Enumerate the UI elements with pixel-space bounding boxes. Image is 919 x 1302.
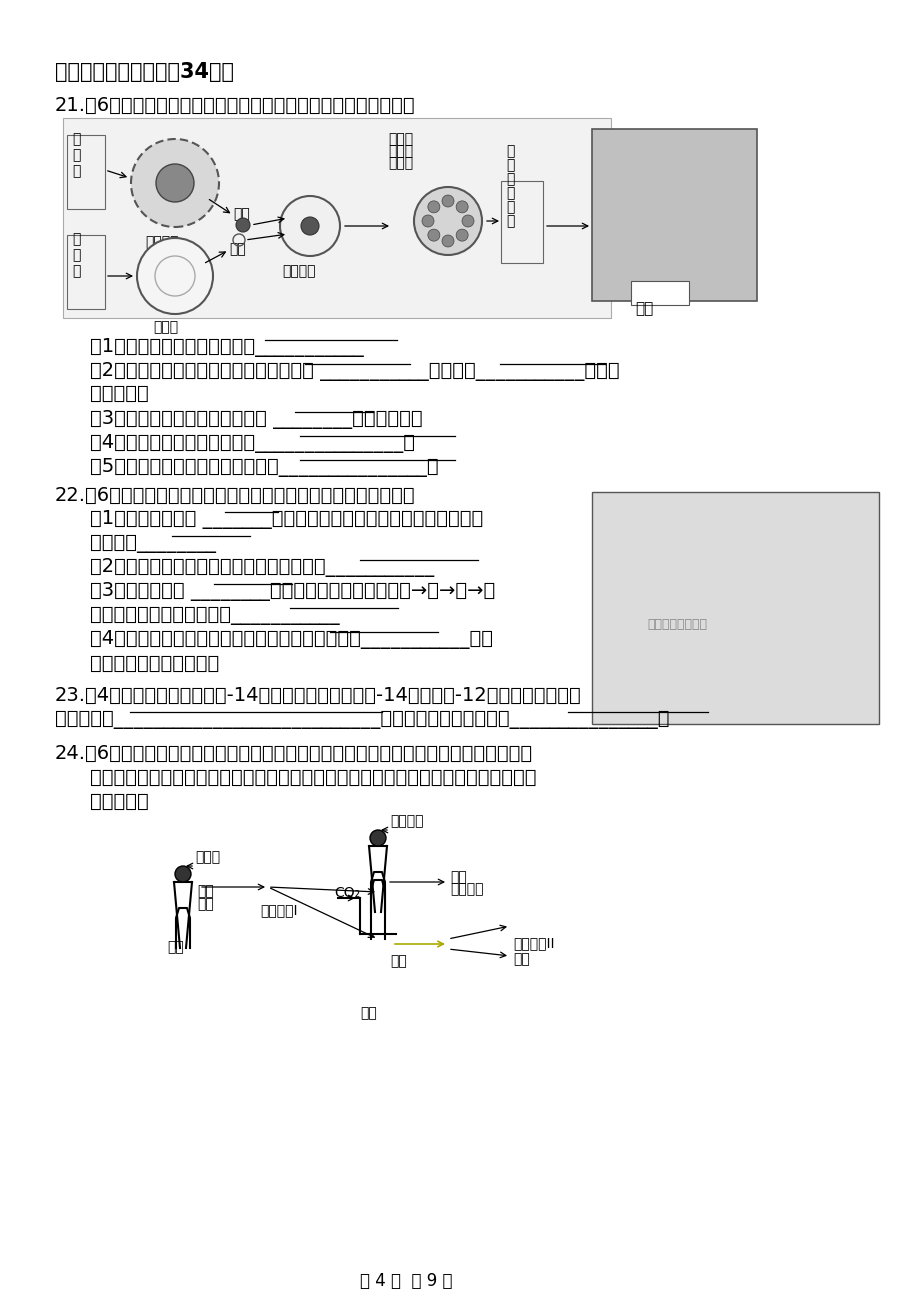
Circle shape xyxy=(279,197,340,256)
Text: 子: 子 xyxy=(505,201,514,214)
Text: 卵细胞: 卵细胞 xyxy=(153,320,178,335)
Circle shape xyxy=(369,829,386,846)
Text: 甲: 甲 xyxy=(72,132,80,146)
Circle shape xyxy=(414,187,482,255)
Text: 过滤: 过滤 xyxy=(390,954,406,967)
Circle shape xyxy=(156,164,194,202)
FancyBboxPatch shape xyxy=(591,492,878,724)
Circle shape xyxy=(422,215,434,227)
Text: 羊: 羊 xyxy=(72,264,80,279)
Text: 过滤: 过滤 xyxy=(197,897,213,911)
Text: （3）太阳能通过 ________过程流入该生态系统，在草→鼠→蛇→鹰: （3）太阳能通过 ________过程流入该生态系统，在草→鼠→蛇→鹰 xyxy=(90,582,494,602)
Text: 绵: 绵 xyxy=(505,158,514,172)
Text: 期胚胎: 期胚胎 xyxy=(388,156,413,171)
Text: 体外培: 体外培 xyxy=(388,132,413,146)
Text: 早期胚胎。: 早期胚胎。 xyxy=(90,384,149,404)
Circle shape xyxy=(441,195,453,207)
Text: 物质组成。为探究该白色固体的组成，某小组取适量样品按下列流程进行实验。请回答: 物质组成。为探究该白色固体的组成，某小组取适量样品按下列流程进行实验。请回答 xyxy=(90,768,536,786)
Text: （4）丙绵羊所起的主要作用是_______________。: （4）丙绵羊所起的主要作用是_______________。 xyxy=(90,434,414,453)
Text: 乙: 乙 xyxy=(72,232,80,246)
Text: 乳腺细胞: 乳腺细胞 xyxy=(145,234,178,249)
FancyBboxPatch shape xyxy=(501,181,542,263)
Text: 羊: 羊 xyxy=(505,172,514,186)
Circle shape xyxy=(427,201,439,212)
Text: 羊: 羊 xyxy=(72,164,80,178)
Text: 沉淀: 沉淀 xyxy=(449,870,466,884)
Text: 食物链中能量流动的特点是___________: 食物链中能量流动的特点是___________ xyxy=(90,605,339,625)
Text: （5）产生多莉绵羊的生殖类型属于_______________。: （5）产生多莉绵羊的生殖类型属于_______________。 xyxy=(90,458,438,477)
Circle shape xyxy=(175,866,191,881)
FancyBboxPatch shape xyxy=(62,118,610,318)
FancyBboxPatch shape xyxy=(630,281,688,305)
Text: 适量水: 适量水 xyxy=(195,850,220,865)
Text: （4）组成生物体的碳、氮等基本化学元素在生物与___________之间: （4）组成生物体的碳、氮等基本化学元素在生物与___________之间 xyxy=(90,630,493,648)
Text: （1）培育多莉绵羊的技术称为___________: （1）培育多莉绵羊的技术称为___________ xyxy=(90,339,363,357)
Text: 适量盐酸: 适量盐酸 xyxy=(390,814,423,828)
Text: 下列问题：: 下列问题： xyxy=(90,792,149,811)
Circle shape xyxy=(461,215,473,227)
Text: 绵: 绵 xyxy=(72,148,80,161)
Circle shape xyxy=(441,234,453,247)
Text: （3）多莉绵羊的遗传性状与图中 ________绵羊最相似。: （3）多莉绵羊的遗传性状与图中 ________绵羊最相似。 xyxy=(90,410,422,428)
Text: 的: 的 xyxy=(505,186,514,201)
Text: 第 4 页  共 9 页: 第 4 页 共 9 页 xyxy=(359,1272,452,1290)
Text: 消费者是________: 消费者是________ xyxy=(90,534,216,553)
Circle shape xyxy=(427,229,439,241)
Text: 滤液: 滤液 xyxy=(359,1006,377,1019)
FancyBboxPatch shape xyxy=(591,129,756,301)
Text: 样品: 样品 xyxy=(167,940,184,954)
Text: CO₂: CO₂ xyxy=(334,885,359,900)
Text: （1）该食物网共有 _______条食物链，图中直接食物来源只有两种的: （1）该食物网共有 _______条食物链，图中直接食物来源只有两种的 xyxy=(90,510,482,529)
Text: 重组细胞: 重组细胞 xyxy=(282,264,315,279)
Text: 不同之处是___________________________，它们的原子质量之比是_______________。: 不同之处是___________________________，它们的原子质量… xyxy=(55,710,669,729)
Text: 去核: 去核 xyxy=(229,242,245,256)
Text: 滤液: 滤液 xyxy=(513,952,529,966)
Text: 丙: 丙 xyxy=(505,145,514,158)
Circle shape xyxy=(137,238,213,314)
Text: （食物网示意图）: （食物网示意图） xyxy=(646,618,706,631)
Text: 绵: 绵 xyxy=(72,247,80,262)
Circle shape xyxy=(130,139,219,227)
Text: （2）右图未表示出来的生态系统生物成分是___________: （2）右图未表示出来的生态系统生物成分是___________ xyxy=(90,559,434,577)
Text: 白色沉淀II: 白色沉淀II xyxy=(513,936,554,950)
FancyBboxPatch shape xyxy=(67,234,105,309)
Text: 24.（6分）有一包白色固体，可能由硫酸钾、氢氧化钾、碳酸钙、氯化钡中的一种或几种: 24.（6分）有一包白色固体，可能由硫酸钾、氢氧化钾、碳酸钙、氯化钡中的一种或几… xyxy=(55,743,532,763)
Text: 可以反复地出现和循环。: 可以反复地出现和循环。 xyxy=(90,654,219,673)
Circle shape xyxy=(456,229,468,241)
Text: 养成早: 养成早 xyxy=(388,145,413,158)
Text: 全部溶解: 全部溶解 xyxy=(449,881,483,896)
Circle shape xyxy=(301,217,319,234)
Text: 多莉: 多莉 xyxy=(634,301,652,316)
FancyBboxPatch shape xyxy=(67,135,105,210)
Text: 溶解: 溶解 xyxy=(197,884,213,898)
Text: 取核: 取核 xyxy=(233,207,249,221)
Text: 23.（4分）考古学上常通过碳-14原子测定文物年代。碳-14原子和碳-12原子在原子结构上: 23.（4分）考古学上常通过碳-14原子测定文物年代。碳-14原子和碳-12原子… xyxy=(55,686,581,704)
Text: 白色沉淀I: 白色沉淀I xyxy=(260,904,297,917)
Circle shape xyxy=(456,201,468,212)
Circle shape xyxy=(236,217,250,232)
Text: 21.（6分）多莉绵羊的培育过程如图所示，请据图回答下列问题：: 21.（6分）多莉绵羊的培育过程如图所示，请据图回答下列问题： xyxy=(55,96,415,115)
Text: 宫: 宫 xyxy=(505,214,514,228)
Text: 二、填空题（本大题共34分）: 二、填空题（本大题共34分） xyxy=(55,62,233,82)
Text: 22.（6分）右图是某生态系统食物网示意图，据图回答下列问题：: 22.（6分）右图是某生态系统食物网示意图，据图回答下列问题： xyxy=(55,486,415,505)
Text: （2）图中重组细胞在体外培养的过程通过 ___________、生长和___________发育成: （2）图中重组细胞在体外培养的过程通过 ___________、生长和_____… xyxy=(90,362,619,381)
